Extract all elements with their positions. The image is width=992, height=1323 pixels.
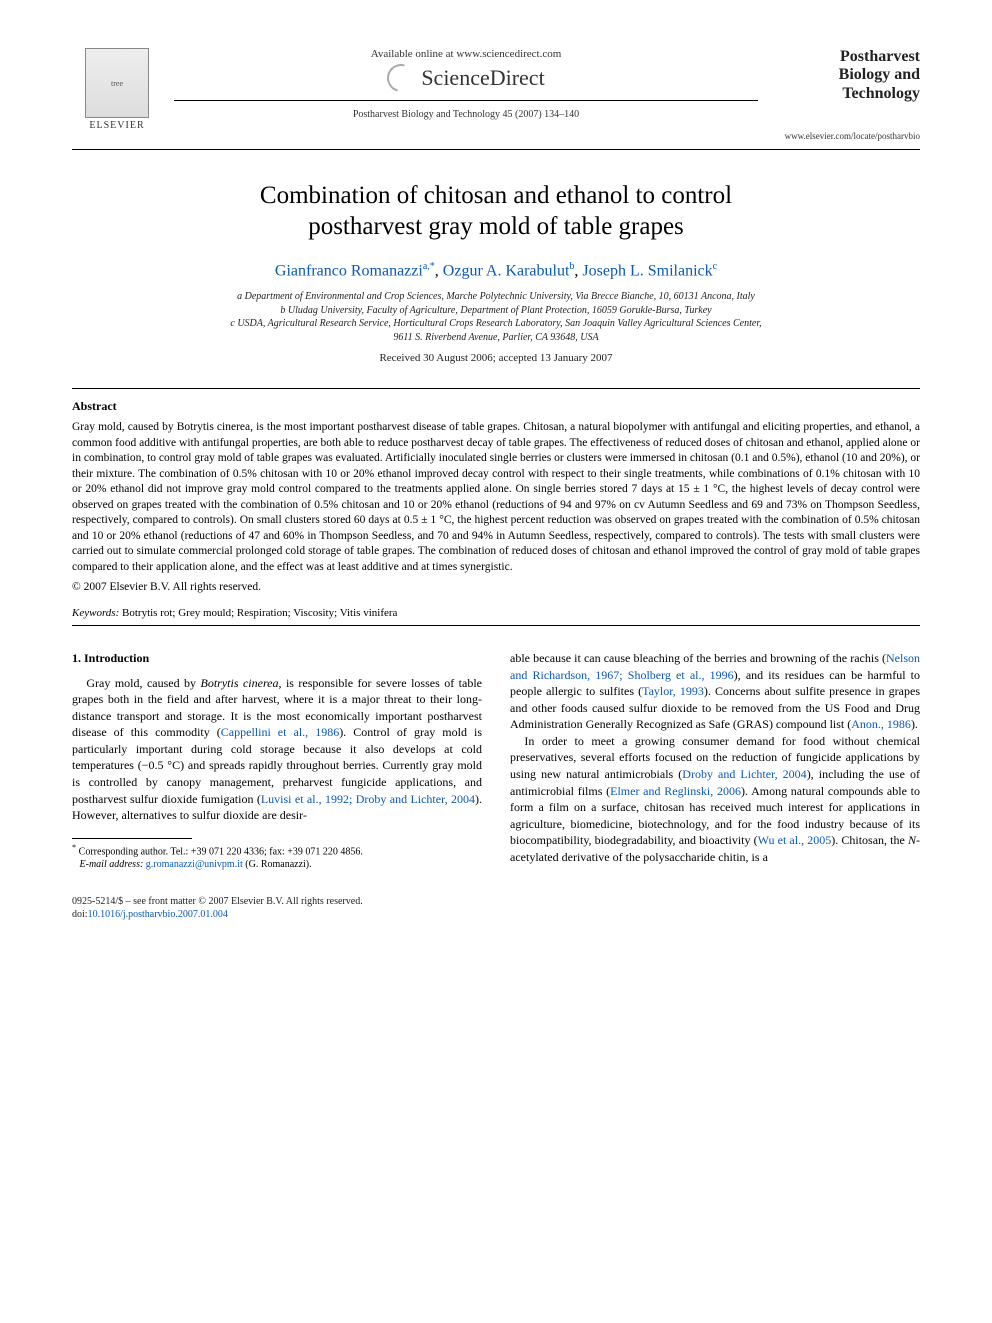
author-2-name: Ozgur A. Karabulut	[443, 262, 570, 279]
footnote-rule	[72, 838, 192, 839]
publication-citation: Postharvest Biology and Technology 45 (2…	[174, 109, 758, 120]
abstract-top-rule	[72, 388, 920, 389]
journal-title: Postharvest Biology and Technology	[770, 48, 920, 103]
citation-link[interactable]: Elmer and Reglinski, 2006	[610, 784, 741, 798]
citation-link[interactable]: Wu et al., 2005	[758, 833, 832, 847]
section-1-heading: 1. Introduction	[72, 650, 482, 667]
journal-title-line3: Technology	[842, 85, 920, 102]
available-online-line: Available online at www.sciencedirect.co…	[174, 48, 758, 60]
page-footer-meta: 0925-5214/$ – see front matter © 2007 El…	[72, 895, 920, 921]
doi-line: doi:10.1016/j.postharvbio.2007.01.004	[72, 908, 920, 921]
abstract-heading: Abstract	[72, 399, 920, 414]
page-header: tree ELSEVIER Available online at www.sc…	[72, 48, 920, 141]
intro-paragraph-1: Gray mold, caused by Botrytis cinerea, i…	[72, 675, 482, 824]
article-title: Combination of chitosan and ethanol to c…	[132, 180, 860, 243]
affiliations: a Department of Environmental and Crop S…	[72, 290, 920, 344]
footnote-email-label: E-mail address:	[80, 859, 144, 870]
author-1-name: Gianfranco Romanazzi	[275, 262, 423, 279]
intro-paragraph-3: In order to meet a growing consumer dema…	[510, 733, 920, 865]
keywords-value: Botrytis rot; Grey mould; Respiration; V…	[119, 607, 397, 619]
affiliation-b: b Uludag University, Faculty of Agricult…	[72, 304, 920, 318]
article-title-line1: Combination of chitosan and ethanol to c…	[260, 182, 732, 209]
species-name: Botrytis cinerea	[201, 676, 279, 690]
intro-paragraph-2: able because it can cause bleaching of t…	[510, 650, 920, 733]
keywords-label: Keywords:	[72, 607, 119, 619]
citation-link[interactable]: Anon., 1986	[851, 717, 911, 731]
doi-label: doi:	[72, 909, 88, 920]
citation-link[interactable]: Luvisi et al., 1992; Droby and Lichter, …	[261, 792, 475, 806]
citation-link[interactable]: Cappellini et al., 1986	[221, 725, 339, 739]
affiliation-c-line2: 9611 S. Riverbend Avenue, Parlier, CA 93…	[72, 331, 920, 345]
keywords-line: Keywords: Botrytis rot; Grey mould; Resp…	[72, 607, 920, 619]
journal-url: www.elsevier.com/locate/postharvbio	[770, 131, 920, 141]
abstract-body: Gray mold, caused by Botrytis cinerea, i…	[72, 420, 920, 575]
header-rule	[174, 100, 758, 101]
author-link-2[interactable]: Ozgur A. Karabulut	[443, 262, 570, 279]
author-1-affil-sup: a,*	[423, 261, 435, 272]
journal-title-line2: Biology and	[839, 66, 920, 83]
affiliation-c-line1: c USDA, Agricultural Research Service, H…	[72, 317, 920, 331]
citation-link[interactable]: Taylor, 1993	[642, 684, 704, 698]
sciencedirect-swoosh-icon	[382, 59, 420, 97]
sciencedirect-logo: ScienceDirect	[387, 64, 544, 92]
sciencedirect-wordmark: ScienceDirect	[421, 65, 544, 91]
elsevier-tree-icon: tree	[85, 48, 149, 118]
author-3-affil-sup: c	[713, 261, 717, 272]
citation-link[interactable]: Droby and Lichter, 2004	[682, 767, 806, 781]
author-list: Gianfranco Romanazzia,*, Ozgur A. Karabu…	[72, 261, 920, 280]
elsevier-logo-alt: tree	[111, 79, 123, 88]
abstract-copyright: © 2007 Elsevier B.V. All rights reserved…	[72, 581, 920, 593]
footnote-email-link[interactable]: g.romanazzi@univpm.it	[143, 859, 242, 870]
chemical-prefix: N	[908, 833, 916, 847]
author-link-3[interactable]: Joseph L. Smilanick	[582, 262, 712, 279]
author-sep-1: ,	[435, 262, 443, 279]
footnote-corr-text: Corresponding author. Tel.: +39 071 220 …	[76, 846, 363, 857]
journal-title-line1: Postharvest	[840, 48, 920, 65]
journal-title-block: Postharvest Biology and Technology www.e…	[770, 48, 920, 141]
doi-link[interactable]: 10.1016/j.postharvbio.2007.01.004	[88, 909, 228, 920]
article-title-line2: postharvest gray mold of table grapes	[308, 213, 684, 240]
abstract-bottom-rule	[72, 625, 920, 626]
footnote-email-tail: (G. Romanazzi).	[243, 859, 312, 870]
author-link-1[interactable]: Gianfranco Romanazzi	[275, 262, 423, 279]
corresponding-author-footnote: * Corresponding author. Tel.: +39 071 22…	[72, 843, 482, 871]
article-dates: Received 30 August 2006; accepted 13 Jan…	[72, 352, 920, 364]
body-two-column: 1. Introduction Gray mold, caused by Bot…	[72, 650, 920, 871]
author-3-name: Joseph L. Smilanick	[582, 262, 712, 279]
affiliation-a: a Department of Environmental and Crop S…	[72, 290, 920, 304]
front-matter-line: 0925-5214/$ – see front matter © 2007 El…	[72, 895, 920, 908]
header-bottom-rule	[72, 149, 920, 150]
elsevier-logo-block: tree ELSEVIER	[72, 48, 162, 131]
elsevier-wordmark: ELSEVIER	[89, 120, 144, 131]
center-header: Available online at www.sciencedirect.co…	[162, 48, 770, 120]
